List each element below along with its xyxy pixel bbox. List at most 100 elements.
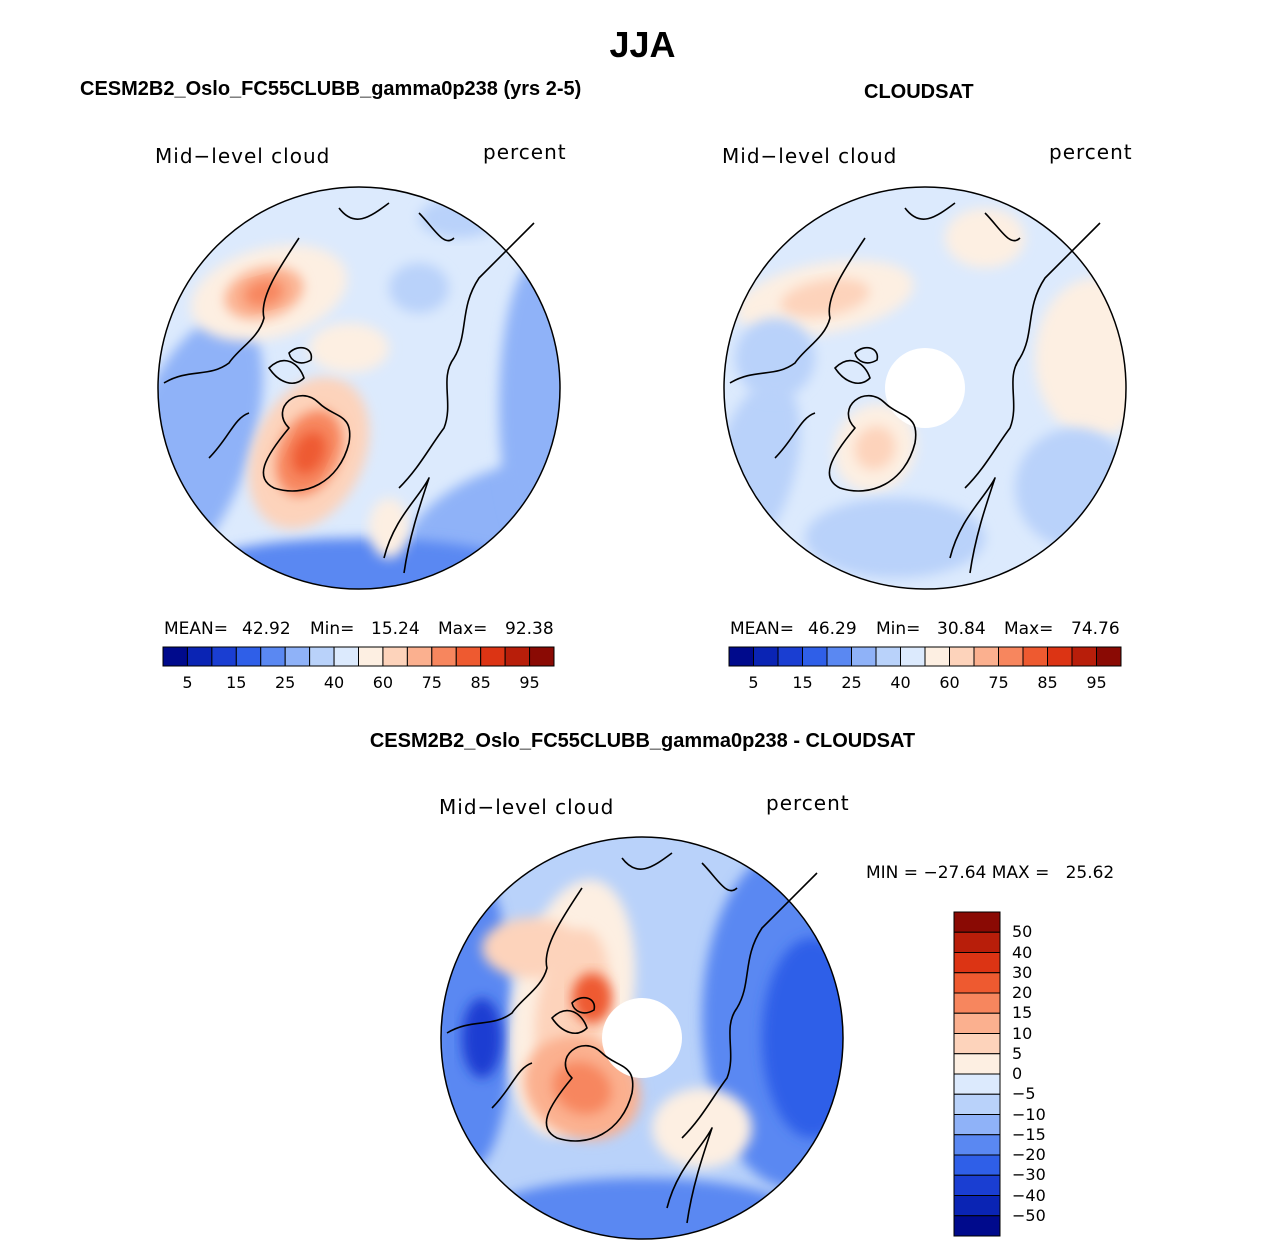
panel3-colorbar-tick-label: −5 (1012, 1084, 1036, 1104)
panel1-colorbar (162, 646, 555, 667)
panel1-min-value: 15.24 (371, 619, 420, 639)
panel2-colorbar-cell (1022, 646, 1048, 667)
panel3-colorbar-tick-label: −40 (1012, 1185, 1046, 1205)
panel2-field (724, 187, 1126, 589)
panel1-coastline (163, 237, 300, 384)
panel1-colorbar-cell (406, 646, 433, 667)
panel2-colorbar-cell (900, 646, 926, 667)
panel3-colorbar-tick-label: −30 (1012, 1165, 1046, 1185)
panel2-coastline (834, 359, 871, 384)
panel3-colorbar-tick-label: 0 (1012, 1064, 1023, 1083)
panel3-minmax: MIN = −27.64 MAX = 25.62 (866, 863, 1115, 883)
panel2-colorbar-cell (1096, 646, 1122, 667)
panel3-colorbar-cell (953, 931, 1001, 953)
panel3-colorbar-cell (953, 1195, 1001, 1217)
panel2-colorbar (728, 646, 1122, 667)
panel1-colorbar-cell (284, 646, 311, 667)
panel1-colorbar-cell (431, 646, 457, 667)
panel1-variable-label: Mid−level cloud (155, 144, 331, 168)
panel2-coastline (904, 202, 956, 220)
panel2-colorbar-tick-label: 60 (939, 673, 960, 692)
panel3-title: CESM2B2_Oslo_FC55CLUBB_gamma0p238 - CLOU… (369, 730, 916, 752)
panel3-contour-region (572, 973, 612, 1023)
panel2-colorbar-cell (777, 646, 803, 667)
panel3-colorbar-cell (953, 1053, 1001, 1075)
panel3-contour-region (552, 1062, 612, 1114)
panel2-contour-region (854, 426, 896, 470)
panel3-coastline (491, 1062, 533, 1109)
panel2-min-value: 30.84 (937, 619, 986, 639)
panel1-colorbar-tick-label: 60 (372, 673, 394, 692)
panel1-map (157, 186, 561, 590)
panel3-colorbar-tick-label: 30 (1012, 962, 1033, 982)
panel3-colorbar-tick-label: −15 (1012, 1124, 1046, 1144)
panel2-colorbar-cell (1047, 646, 1073, 667)
panel3-coastline (571, 996, 596, 1014)
panel3-colorbar-tick-label: −20 (1012, 1145, 1046, 1164)
panel2-colorbar-cell (973, 646, 999, 667)
panel1-colorbar-tick-label: 85 (470, 673, 491, 692)
panel2-colorbar-tick-label: 5 (748, 673, 759, 692)
panel3-colorbar (953, 911, 1001, 1237)
panel2-colorbar-tick-label: 95 (1086, 673, 1107, 692)
panel2-colorbar-cell (753, 646, 779, 667)
panel2-max-label: Max= (1004, 619, 1054, 639)
figure-title: JJA (609, 24, 676, 65)
panel2-units-label: percent (1049, 140, 1133, 164)
panel1-colorbar-cell (333, 646, 359, 667)
panel3-contour-region (482, 918, 582, 978)
panel3-coastline (666, 1127, 713, 1224)
panel1-contour-region (389, 263, 449, 313)
panel3-colorbar-tick-label: −50 (1012, 1205, 1046, 1225)
panel1-contour-region (292, 432, 326, 474)
panel3-coastline (621, 852, 673, 870)
panel1-border (157, 186, 561, 590)
panel3-colorbar-cell (953, 1134, 1001, 1156)
panel1-contour-region (158, 314, 263, 582)
panel2-colorbar-cell (1071, 646, 1097, 667)
panel3-colorbar-tick-label: 20 (1012, 983, 1033, 1002)
panel2-colorbar-tick-label: 15 (792, 673, 813, 692)
panel3-colorbar-tick-label: 10 (1012, 1023, 1033, 1043)
panel2-contour-region (735, 318, 815, 398)
panel1-coastline (288, 346, 313, 364)
panel2-colorbar-cell (998, 646, 1024, 667)
panel3-colorbar-cell (953, 1154, 1001, 1176)
panel1-contour-region (369, 498, 409, 558)
panel1-coastline (383, 477, 430, 574)
panel3-colorbar-cell (953, 1073, 1001, 1095)
panel1-contour-region (179, 538, 539, 589)
panel1-coastline (418, 212, 455, 242)
panel1-colorbar-cell (211, 646, 237, 667)
panel1-colorbar-cell (455, 646, 482, 667)
panel1-colorbar-cell (358, 646, 384, 667)
panel2-contour-region (945, 208, 1025, 268)
panel3-colorbar-cell (953, 1033, 1001, 1055)
panel3-missing-data (602, 998, 682, 1078)
panel1-colorbar-tick-label: 40 (323, 673, 345, 692)
panel3-coastline (446, 887, 583, 1034)
panel1-colorbar-cell (382, 646, 408, 667)
panel1-coastline (398, 222, 535, 489)
panel3-colorbar-tick-label: 50 (1012, 922, 1033, 942)
panel3-coastline (681, 872, 818, 1139)
panel2-contour-region (780, 278, 870, 318)
panel2-min-label: Min= (876, 619, 921, 639)
panel1-colorbar-cell (186, 646, 213, 667)
panel2-missing-data (885, 348, 965, 428)
panel2-colorbar-cell (826, 646, 852, 667)
panel1-colorbar-tick-label: 15 (226, 673, 247, 692)
panel3-coastline (551, 1009, 588, 1034)
panel2-colorbar-tick-label: 40 (890, 673, 911, 692)
panel2-coastline (828, 395, 917, 492)
panel1-title: CESM2B2_Oslo_FC55CLUBB_gamma0p238 (yrs 2… (80, 78, 582, 100)
panel1-field (158, 187, 560, 589)
panel3-colorbar-cell (953, 1215, 1001, 1237)
panel1-contour-region (309, 323, 389, 373)
panel1-colorbar-cell (260, 646, 286, 667)
panel2-colorbar-cell (949, 646, 975, 667)
panel1-colorbar-tick-label: 25 (275, 673, 296, 692)
panel1-max-value: 92.38 (505, 619, 554, 639)
panel1-mean-label: MEAN= (164, 619, 228, 639)
panel1-mean-value: 42.92 (242, 619, 291, 639)
